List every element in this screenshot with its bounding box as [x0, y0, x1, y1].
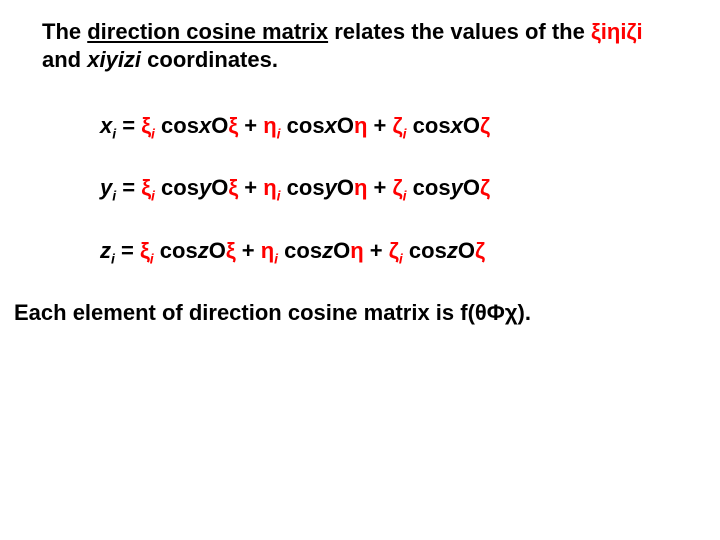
t2-cos: cos	[287, 113, 325, 138]
t1-gtrail: ξ	[228, 175, 238, 200]
t1-O: O	[211, 175, 228, 200]
plus2: +	[367, 113, 392, 138]
heading-post1: relates the values of the	[328, 19, 591, 44]
t1-O: O	[211, 113, 228, 138]
plus1: +	[236, 238, 261, 263]
lhs-var: z	[100, 238, 111, 263]
t3-gtrail: ζ	[475, 238, 485, 263]
lhs-var: x	[100, 113, 112, 138]
t3-sub: i	[403, 125, 407, 141]
equations-block: xi = ξi cosxOξ + ηi cosxOη + ζi cosxOζ y…	[100, 113, 700, 266]
heading-underlined: direction cosine matrix	[87, 19, 328, 44]
t2-greek: η	[261, 238, 274, 263]
plus2: +	[364, 238, 389, 263]
t1-greek: ξ	[141, 175, 151, 200]
equation-y: yi = ξi cosyOξ + ηi cosyOη + ζi cosyOζ	[100, 175, 700, 203]
t3-gtrail: ζ	[480, 175, 490, 200]
t2-greek: η	[263, 113, 276, 138]
heading-post3: coordinates.	[141, 47, 278, 72]
heading-pre: The	[42, 19, 87, 44]
t3-cos: cos	[409, 238, 447, 263]
heading: The direction cosine matrix relates the …	[42, 18, 662, 73]
t2-gtrail: η	[354, 175, 367, 200]
t2-sub: i	[274, 250, 278, 266]
t3-O: O	[463, 175, 480, 200]
t2-sub: i	[277, 188, 281, 204]
t2-gtrail: η	[354, 113, 367, 138]
t1-greek: ξ	[141, 113, 151, 138]
t3-ax: x	[451, 113, 463, 138]
footer-post: ).	[518, 300, 531, 325]
t3-cos: cos	[413, 175, 451, 200]
t1-ax: z	[198, 238, 209, 263]
eq-sign: =	[116, 113, 141, 138]
t2-O: O	[333, 238, 350, 263]
t1-cos: cos	[160, 238, 198, 263]
t3-ax: z	[447, 238, 458, 263]
t1-cos: cos	[161, 175, 199, 200]
t1-sub: i	[150, 250, 154, 266]
plus1: +	[238, 175, 263, 200]
t2-sub: i	[277, 125, 281, 141]
t3-ax: y	[451, 175, 463, 200]
t3-sub: i	[399, 250, 403, 266]
t3-greek: ζ	[389, 238, 399, 263]
t2-ax: z	[322, 238, 333, 263]
t2-O: O	[337, 113, 354, 138]
heading-greek-seq: ξiηiζi	[591, 19, 643, 44]
t2-greek: η	[263, 175, 276, 200]
eq-sign: =	[116, 175, 141, 200]
slide: The direction cosine matrix relates the …	[0, 0, 720, 540]
t1-O: O	[209, 238, 226, 263]
t2-ax: x	[325, 113, 337, 138]
t1-sub: i	[151, 188, 155, 204]
footer-line: Each element of direction cosine matrix …	[14, 300, 700, 326]
t2-ax: y	[325, 175, 337, 200]
t1-gtrail: ξ	[228, 113, 238, 138]
t3-greek: ζ	[393, 113, 403, 138]
footer-args: θΦχ	[475, 300, 518, 325]
t3-sub: i	[403, 188, 407, 204]
equation-x: xi = ξi cosxOξ + ηi cosxOη + ζi cosxOζ	[100, 113, 700, 141]
t2-cos: cos	[284, 238, 322, 263]
t1-ax: x	[199, 113, 211, 138]
t3-greek: ζ	[393, 175, 403, 200]
lhs-var: y	[100, 175, 112, 200]
plus2: +	[367, 175, 392, 200]
plus1: +	[238, 113, 263, 138]
heading-post2: and	[42, 47, 87, 72]
heading-latin-seq: xiyizi	[87, 47, 141, 72]
footer-pre: Each element of direction cosine matrix …	[14, 300, 475, 325]
t2-O: O	[337, 175, 354, 200]
t3-O: O	[458, 238, 475, 263]
t2-cos: cos	[287, 175, 325, 200]
t3-cos: cos	[413, 113, 451, 138]
t1-ax: y	[199, 175, 211, 200]
eq-sign: =	[115, 238, 140, 263]
t3-gtrail: ζ	[480, 113, 490, 138]
t1-greek: ξ	[140, 238, 150, 263]
t1-cos: cos	[161, 113, 199, 138]
t3-O: O	[463, 113, 480, 138]
t2-gtrail: η	[350, 238, 363, 263]
equation-z: zi = ξi coszOξ + ηi coszOη + ζi coszOζ	[100, 238, 700, 266]
t1-sub: i	[151, 125, 155, 141]
t1-gtrail: ξ	[226, 238, 236, 263]
